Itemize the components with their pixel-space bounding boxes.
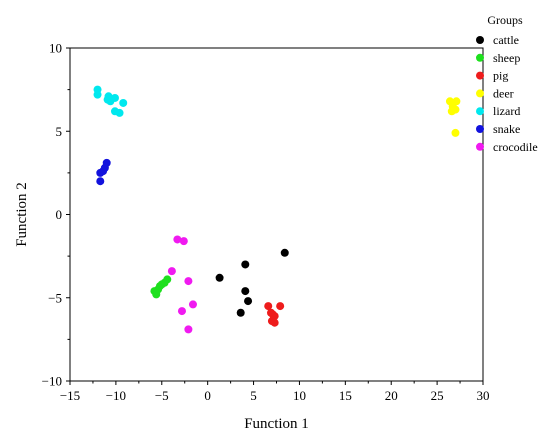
legend-label-lizard: lizard [493,104,520,118]
y-tick-label: 10 [49,41,62,56]
legend-label-deer: deer [493,86,514,100]
legend-label-cattle: cattle [493,33,519,47]
legend-marker-deer [476,89,484,98]
point-lizard [106,97,115,106]
y-tick-label: 5 [56,124,63,139]
legend-marker-sheep [476,53,484,62]
point-cattle [241,260,250,269]
plot-frame [69,47,484,382]
legend: Groups cattle sheep pig deer lizard snake croc… [476,13,538,154]
legend-label-crocodile: crocodile [493,140,538,154]
legend-title: Groups [487,13,523,27]
data-points [93,85,461,334]
legend-marker-lizard [476,107,484,116]
x-tick-label: 10 [293,388,306,403]
x-tick-label: −10 [106,388,126,403]
y-tick-label: 0 [56,207,63,222]
point-pig [270,318,279,327]
legend-label-sheep: sheep [493,51,520,65]
legend-marker-pig [476,71,484,80]
point-snake [96,168,105,177]
point-deer [451,128,460,137]
x-tick-label: −15 [60,388,80,403]
x-tick-label: 20 [385,388,398,403]
point-cattle [244,297,253,306]
legend-marker-snake [476,125,484,133]
point-cattle [236,308,245,317]
point-cattle [241,287,250,296]
legend-label-snake: snake [493,122,520,136]
x-axis-title: Function 1 [244,416,309,432]
point-crocodile [173,235,182,244]
point-crocodile [179,237,188,246]
point-crocodile [188,300,197,309]
x-axis: −15 −10 −5 0 5 10 15 20 25 30 [60,381,490,403]
x-tick-label: 5 [250,388,257,403]
x-tick-label: 0 [204,388,211,403]
y-axis-title: Function 2 [14,182,30,247]
y-tick-label: −10 [42,374,62,389]
point-crocodile [184,277,193,286]
point-cattle [215,273,224,282]
point-lizard [119,98,128,107]
x-tick-label: 15 [339,388,352,403]
x-tick-label: −5 [155,388,169,403]
legend-label-pig: pig [493,69,508,83]
point-sheep [152,290,161,299]
y-axis: −10 −5 0 5 10 [42,41,70,389]
x-tick-label: 25 [431,388,444,403]
point-crocodile [184,325,193,334]
point-deer [447,107,456,116]
point-cattle [280,248,289,257]
x-tick-label: 30 [477,388,490,403]
y-tick-label: −5 [48,290,62,305]
point-crocodile [177,307,186,316]
point-crocodile [167,267,176,276]
point-lizard [93,90,102,99]
legend-marker-cattle [476,36,484,44]
point-pig [276,302,285,311]
point-lizard [115,108,124,117]
point-snake [96,177,105,186]
legend-marker-crocodile [476,142,484,151]
plot-area [69,47,484,382]
point-pig [264,302,273,311]
